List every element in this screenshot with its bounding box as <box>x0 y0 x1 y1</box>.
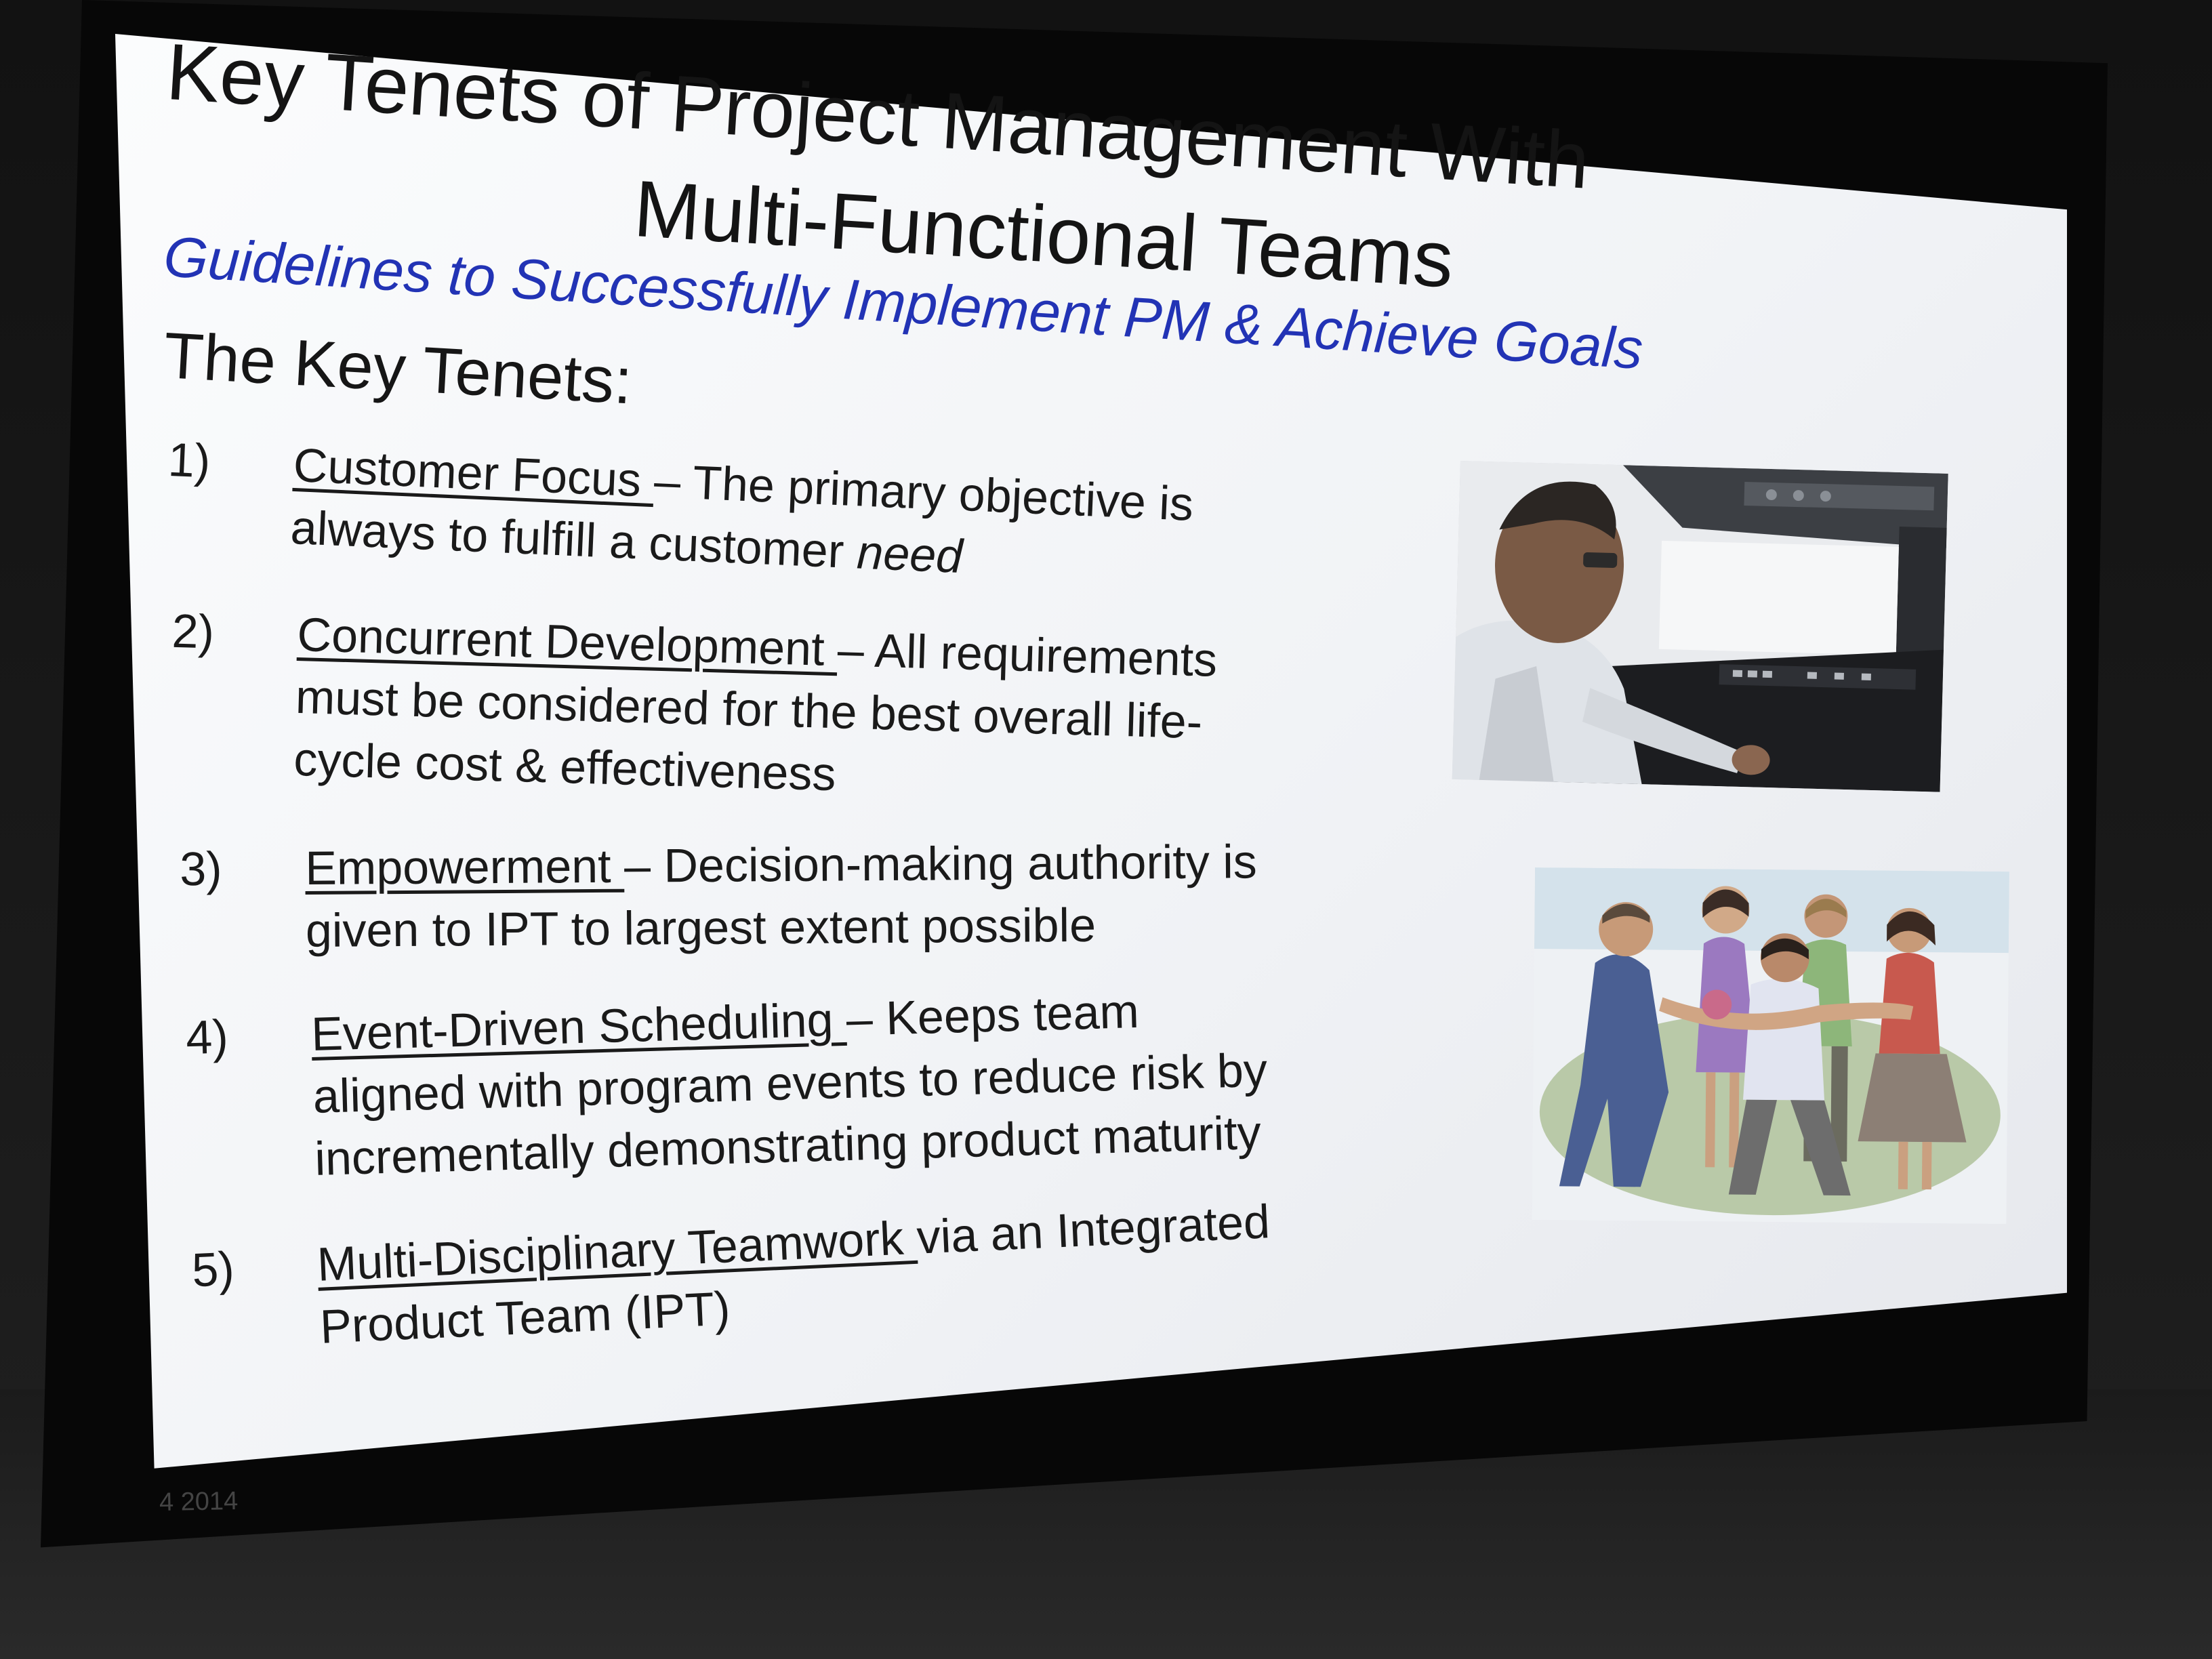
pilot-in-cockpit-photo <box>1452 461 1948 792</box>
tenet-term: Event-Driven Scheduling <box>310 992 847 1061</box>
tenet-number: 2) <box>171 604 216 659</box>
tenet-text: via an Integrated <box>915 1195 1271 1264</box>
tenet-number: 5) <box>190 1242 236 1297</box>
tenet-text: – All requirements <box>836 623 1218 687</box>
tenet-term: Empowerment <box>305 839 625 895</box>
tenet-term: Customer Focus <box>292 438 656 508</box>
tenet-number: 3) <box>180 842 222 896</box>
tenet-text: given to IPT to largest extent possible <box>305 898 1097 957</box>
tenet-number: 1) <box>167 432 212 488</box>
footer-year: 4 2014 <box>159 1486 239 1517</box>
tenet-text: – Decision-making authority is <box>623 835 1258 893</box>
tenet-item-2: 2) Concurrent Development – All requirem… <box>171 603 1218 816</box>
tenet-item-5: 5) Multi-Disciplinary Teamwork via an In… <box>191 1190 1274 1358</box>
section-heading: The Key Tenets: <box>161 319 634 418</box>
tenet-item-4: 4) Event-Driven Scheduling – Keeps team … <box>185 977 1270 1190</box>
tenet-emphasis: need <box>855 525 964 583</box>
tenet-text: – Keeps team <box>845 984 1140 1046</box>
tenet-term: Concurrent Development <box>296 607 839 676</box>
tenet-item-3: 3) Empowerment – Decision-making authori… <box>180 830 1258 962</box>
team-huddle-clipart <box>1532 867 2009 1225</box>
tenet-item-1: 1) Customer Focus – The primary objectiv… <box>167 433 1195 598</box>
tenet-number: 4) <box>185 1010 229 1065</box>
